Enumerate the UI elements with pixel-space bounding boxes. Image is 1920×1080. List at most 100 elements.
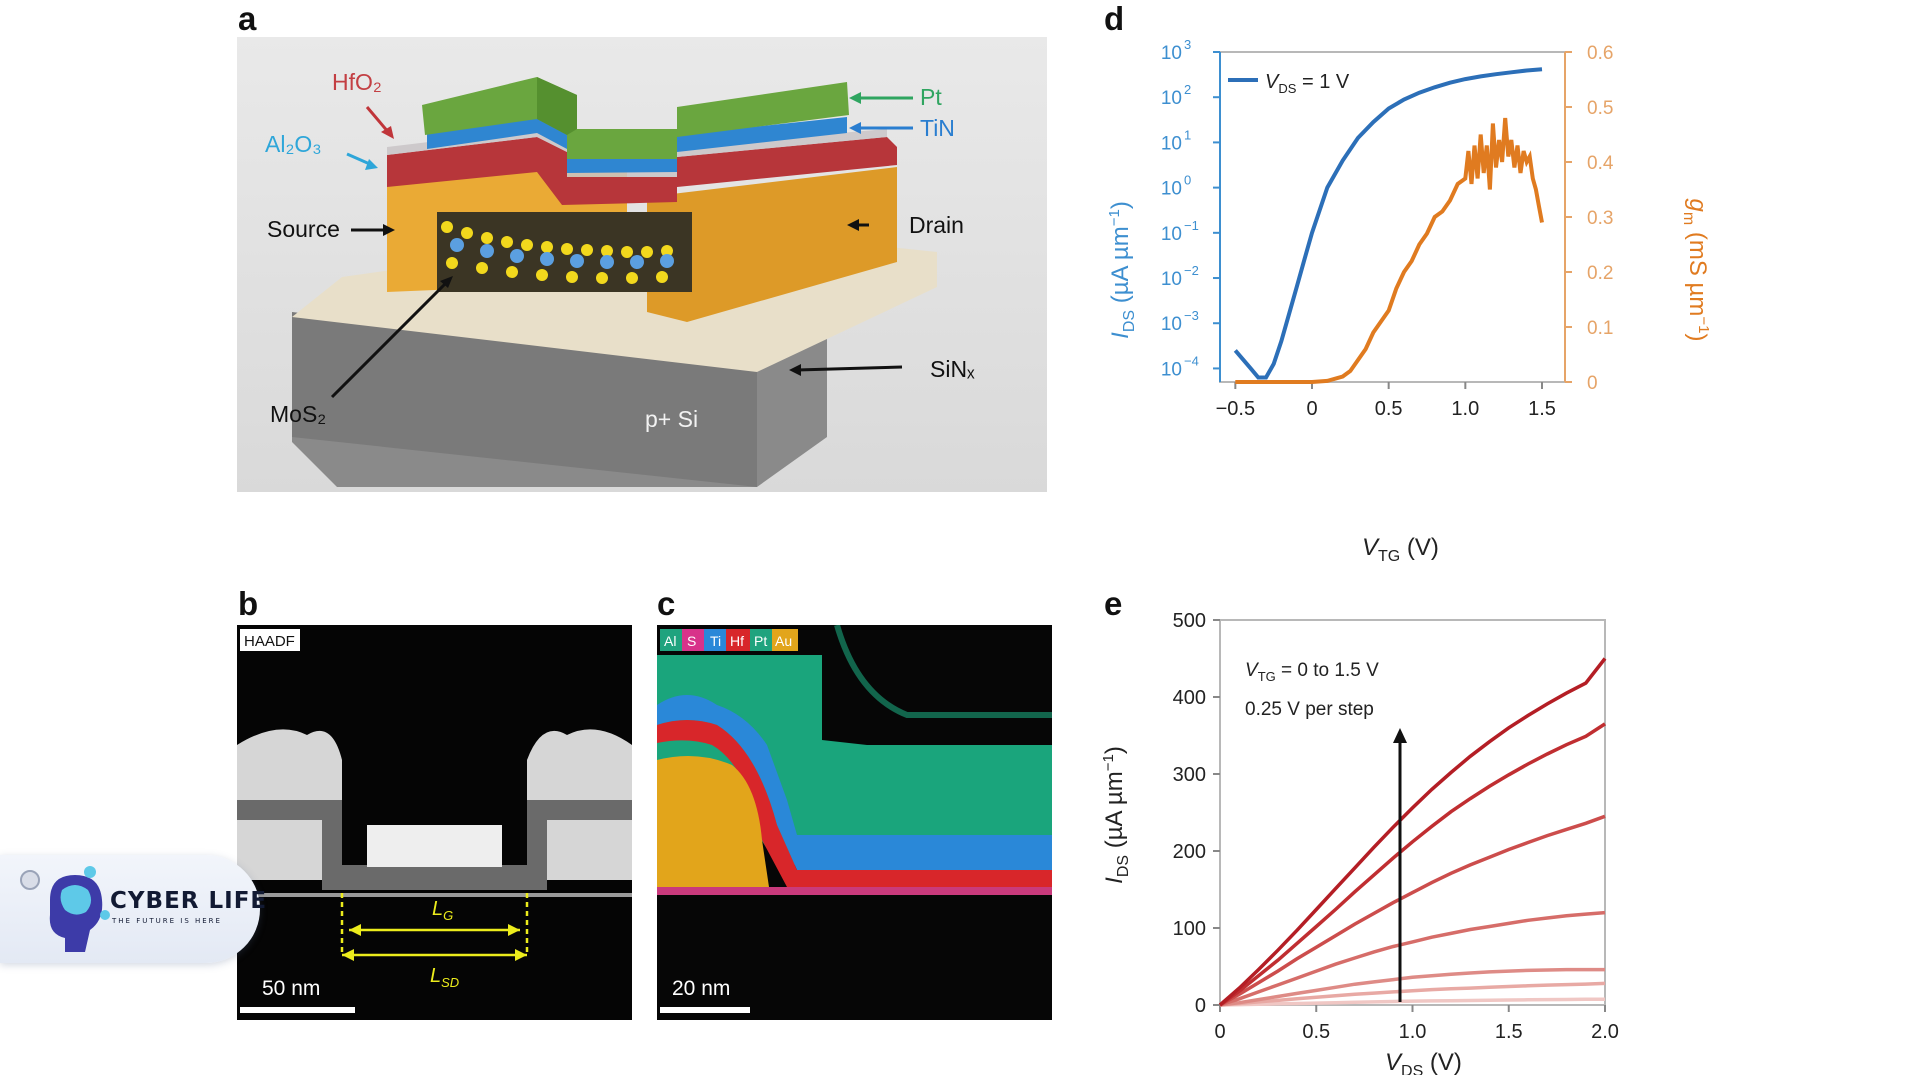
- drain-label: Drain: [909, 212, 964, 238]
- scale-bar-b: [240, 1007, 355, 1013]
- chart-d-ytick-left-exp: −2: [1184, 263, 1199, 278]
- chart-e-annotation-2: 0.25 V per step: [1245, 699, 1374, 720]
- chart-d-ytick-right-label: 0: [1587, 373, 1598, 394]
- transfer-curve-chart: −0.5 0 0.5 1.0 1.510 −410 −310 −210 −110 010 110 21…: [1106, 37, 1712, 565]
- chart-d-ylabel-right: gm (mS µm−1): [1680, 199, 1712, 342]
- panel-b-letter: b: [238, 585, 259, 622]
- haadf-mode-tag: HAADF: [240, 629, 300, 651]
- pt-label: Pt: [920, 84, 942, 110]
- al2o3-label: Al₂O₃: [265, 131, 322, 157]
- chart-e-ticks: 0 0.5 1.0 1.5 2.0 0 100 200 300 400 500: [1173, 610, 1619, 1043]
- legend-text-vds: VDS = 1 V: [1265, 71, 1350, 96]
- chart-d-ytick-left-label: 10: [1161, 88, 1182, 109]
- eds-map: Al S Ti Hf Pt Au 20 nm: [657, 625, 1052, 1020]
- scale-bar-c: [660, 1007, 750, 1013]
- al2o3-arrowhead: [365, 159, 378, 170]
- chart-d-ytick-left-exp: 1: [1184, 127, 1191, 142]
- output-curve-vtg-0: [1219, 997, 1606, 1007]
- chart-d-legend: VDS = 1 V: [1228, 71, 1350, 96]
- hfo2-label: HfO₂: [332, 69, 382, 95]
- chart-d-ytick-left-exp: −4: [1184, 353, 1199, 368]
- chart-d-ytick-left-label: 10: [1161, 179, 1182, 200]
- chart-e-ytick-label: 0: [1195, 995, 1206, 1017]
- chart-d-ytick-left-label: 10: [1161, 224, 1182, 245]
- svg-text:Au: Au: [775, 633, 792, 649]
- scale-bar-label-c: 20 nm: [672, 977, 730, 1000]
- gm-transconductance-line: [1235, 117, 1544, 384]
- scale-bar-label-b: 50 nm: [262, 977, 320, 1000]
- chart-d-xtick-label: 1.5: [1528, 398, 1556, 420]
- chart-d-ticks: −0.5 0 0.5 1.0 1.510 −410 −310 −210 −110 010 110 21…: [1161, 37, 1614, 420]
- chart-e-ytick-label: 300: [1173, 764, 1206, 786]
- output-curve-vtg-2: [1219, 967, 1605, 1007]
- output-curve-chart: 0 0.5 1.0 1.5 2.0 0 100 200 300 400 500 VTG = 0 to…: [1100, 610, 1619, 1075]
- chart-d-xtick-label: −0.5: [1216, 398, 1255, 420]
- chart-d-ytick-right-label: 0.2: [1587, 263, 1613, 284]
- mos2-atoms: [441, 221, 674, 284]
- svg-text:S: S: [687, 633, 696, 649]
- svg-text:Ti: Ti: [710, 633, 721, 649]
- tin-layer: [427, 117, 847, 173]
- chart-d-ytick-right-label: 0.3: [1587, 208, 1613, 229]
- chart-d-ytick-left-exp: 3: [1184, 37, 1191, 52]
- chart-e-xlabel: VDS (V): [1385, 1049, 1462, 1075]
- panel-d-letter: d: [1104, 0, 1125, 37]
- chart-d-ytick-left-exp: 0: [1184, 173, 1191, 188]
- hfo2-arrowhead: [381, 126, 394, 139]
- chart-e-xtick-label: 1.0: [1399, 1021, 1427, 1043]
- chart-e-ytick-label: 400: [1173, 687, 1206, 709]
- chart-d-xlabel: VTG (V): [1362, 534, 1439, 565]
- svg-text:Hf: Hf: [730, 633, 744, 649]
- dimension-markers: [340, 893, 529, 957]
- pt-layer: [422, 77, 849, 159]
- eds-ti-region: [657, 695, 1052, 870]
- drain-electrode: [647, 167, 897, 322]
- sinx-label: SiNₓ: [930, 356, 975, 382]
- label-arrows: [330, 223, 903, 399]
- tin-arrowhead: [849, 122, 861, 134]
- chart-d-ytick-left-label: 10: [1161, 314, 1182, 335]
- output-curve-vtg-1: [1219, 981, 1606, 1007]
- chart-d-ytick-left-label: 10: [1161, 43, 1182, 64]
- hfo2-layer: [387, 137, 897, 205]
- chart-d-ytick-left-exp: 2: [1184, 82, 1191, 97]
- chart-e-xtick-label: 1.5: [1495, 1021, 1523, 1043]
- haadf-image: HAADF LG LSD 50 nm: [237, 625, 632, 1020]
- chart-d-xtick-label: 0.5: [1375, 398, 1403, 420]
- tin-label: TiN: [920, 115, 955, 141]
- panel-a-letter: a: [238, 0, 257, 37]
- dimension-arrowheads: [342, 924, 527, 961]
- chart-e-xtick-label: 0.5: [1302, 1021, 1330, 1043]
- lsd-label: LSD: [430, 965, 459, 990]
- svg-text:Al: Al: [664, 633, 676, 649]
- chart-e-ytick-label: 200: [1173, 841, 1206, 863]
- watermark-tagline: THE FUTURE IS HERE: [112, 917, 222, 925]
- panel-e-letter: e: [1104, 585, 1123, 622]
- chart-d-xtick-label: 0: [1306, 398, 1317, 420]
- watermark-badge: [0, 855, 260, 963]
- chart-d-axes: [1219, 51, 1566, 383]
- haadf-gate-metal: [367, 825, 502, 867]
- brain-logo-icon: [20, 866, 110, 952]
- haadf-channel-line: [237, 893, 632, 897]
- eds-top-edge: [834, 625, 1052, 718]
- svg-text:Pt: Pt: [754, 633, 767, 649]
- chart-d-ytick-right-label: 0.5: [1587, 98, 1613, 119]
- chart-e-series: [1218, 657, 1607, 1007]
- mos2-label: MoS₂: [270, 401, 326, 427]
- vtg-arrow: [1393, 728, 1407, 1002]
- chart-e-annotation-1: VTG = 0 to 1.5 V: [1245, 660, 1379, 684]
- eds-legend: Al S Ti Hf Pt Au: [660, 629, 798, 651]
- chart-e-ytick-label: 500: [1173, 610, 1206, 632]
- chart-e-ytick-label: 100: [1173, 918, 1206, 940]
- pt-layer-shade: [537, 77, 577, 135]
- eds-au-region: [657, 756, 769, 887]
- pt-arrowhead: [849, 92, 861, 104]
- chart-e-xtick-label: 0: [1214, 1021, 1225, 1043]
- chart-e-ylabel: IDS (µA µm−1): [1100, 746, 1132, 884]
- hfo2-arrow: [365, 106, 391, 134]
- chart-d-ytick-left-exp: −3: [1184, 308, 1199, 323]
- chart-d-ytick-left-exp: −1: [1184, 218, 1199, 233]
- chart-d-ytick-left-label: 10: [1161, 133, 1182, 154]
- psi-label: p+ Si: [645, 406, 698, 432]
